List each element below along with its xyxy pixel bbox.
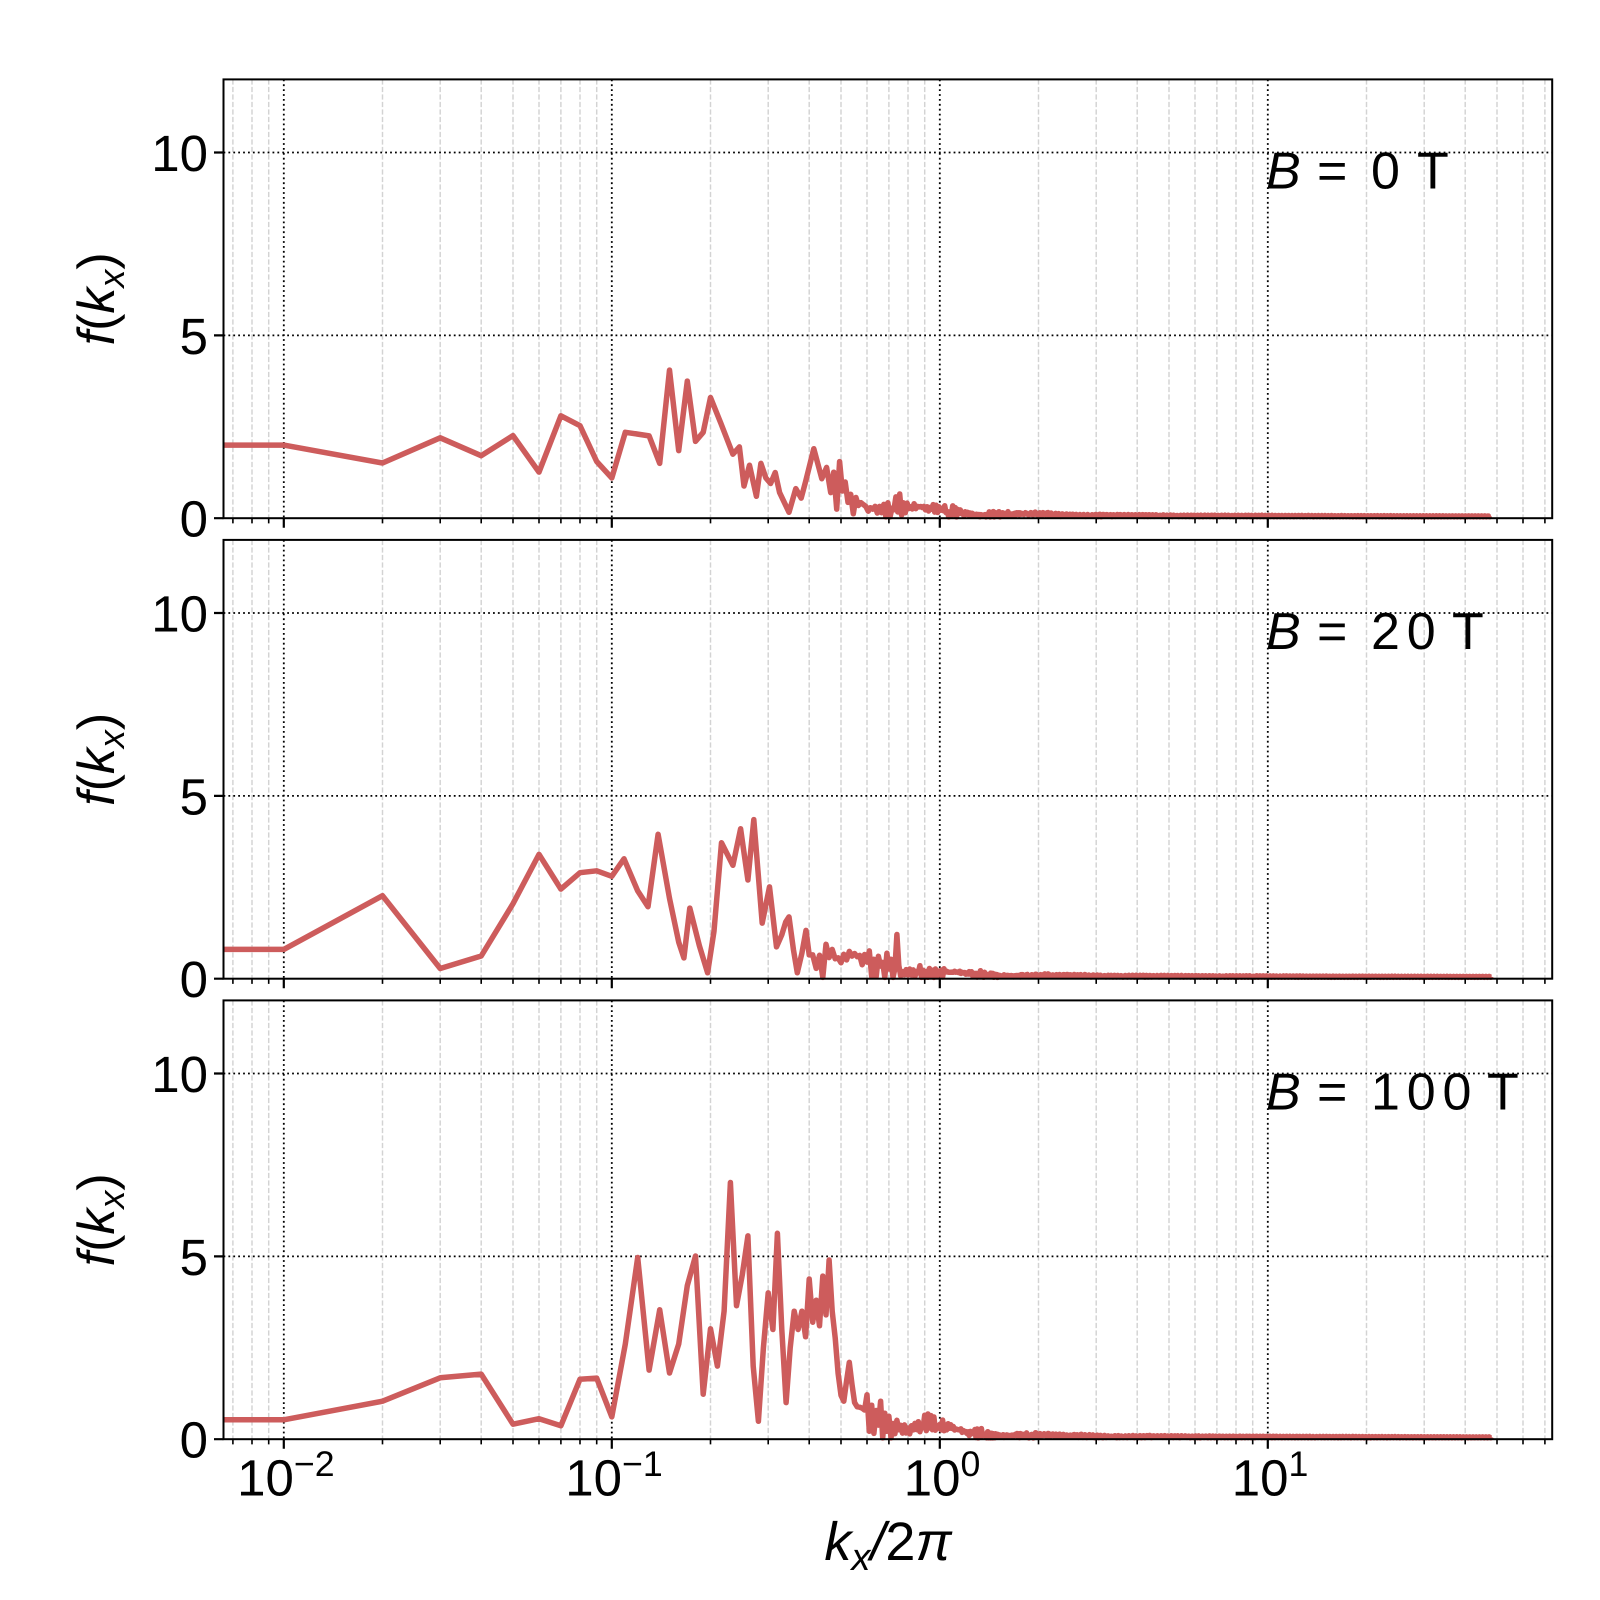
svg-text:0: 0 (180, 951, 208, 1008)
svg-text:f(kx): f(kx) (68, 252, 132, 345)
svg-text:T: T (1417, 143, 1449, 201)
svg-text:=: = (1317, 1064, 1347, 1122)
svg-text:B: B (1266, 143, 1301, 201)
svg-text:10: 10 (151, 1046, 208, 1103)
svg-text:B: B (1266, 1064, 1301, 1122)
svg-text:T: T (1487, 1064, 1519, 1122)
svg-text:0: 0 (1371, 143, 1407, 201)
svg-text:f(kx): f(kx) (68, 713, 132, 806)
svg-text:=: = (1317, 603, 1347, 661)
svg-text:5: 5 (180, 1229, 208, 1286)
svg-text:5: 5 (180, 308, 208, 365)
svg-text:5: 5 (180, 768, 208, 825)
svg-text:kx/2π: kx/2π (824, 1512, 952, 1579)
svg-text:0: 0 (180, 491, 208, 548)
svg-text:T: T (1452, 603, 1484, 661)
svg-text:10: 10 (151, 586, 208, 643)
svg-text:f(kx): f(kx) (68, 1173, 132, 1266)
svg-text:10−2: 10−2 (237, 1444, 334, 1507)
svg-text:100: 100 (1371, 1064, 1478, 1122)
svg-text:10: 10 (151, 125, 208, 182)
svg-text:B: B (1266, 603, 1301, 661)
svg-text:=: = (1317, 143, 1347, 201)
svg-text:0: 0 (180, 1412, 208, 1469)
svg-text:20: 20 (1371, 603, 1442, 661)
